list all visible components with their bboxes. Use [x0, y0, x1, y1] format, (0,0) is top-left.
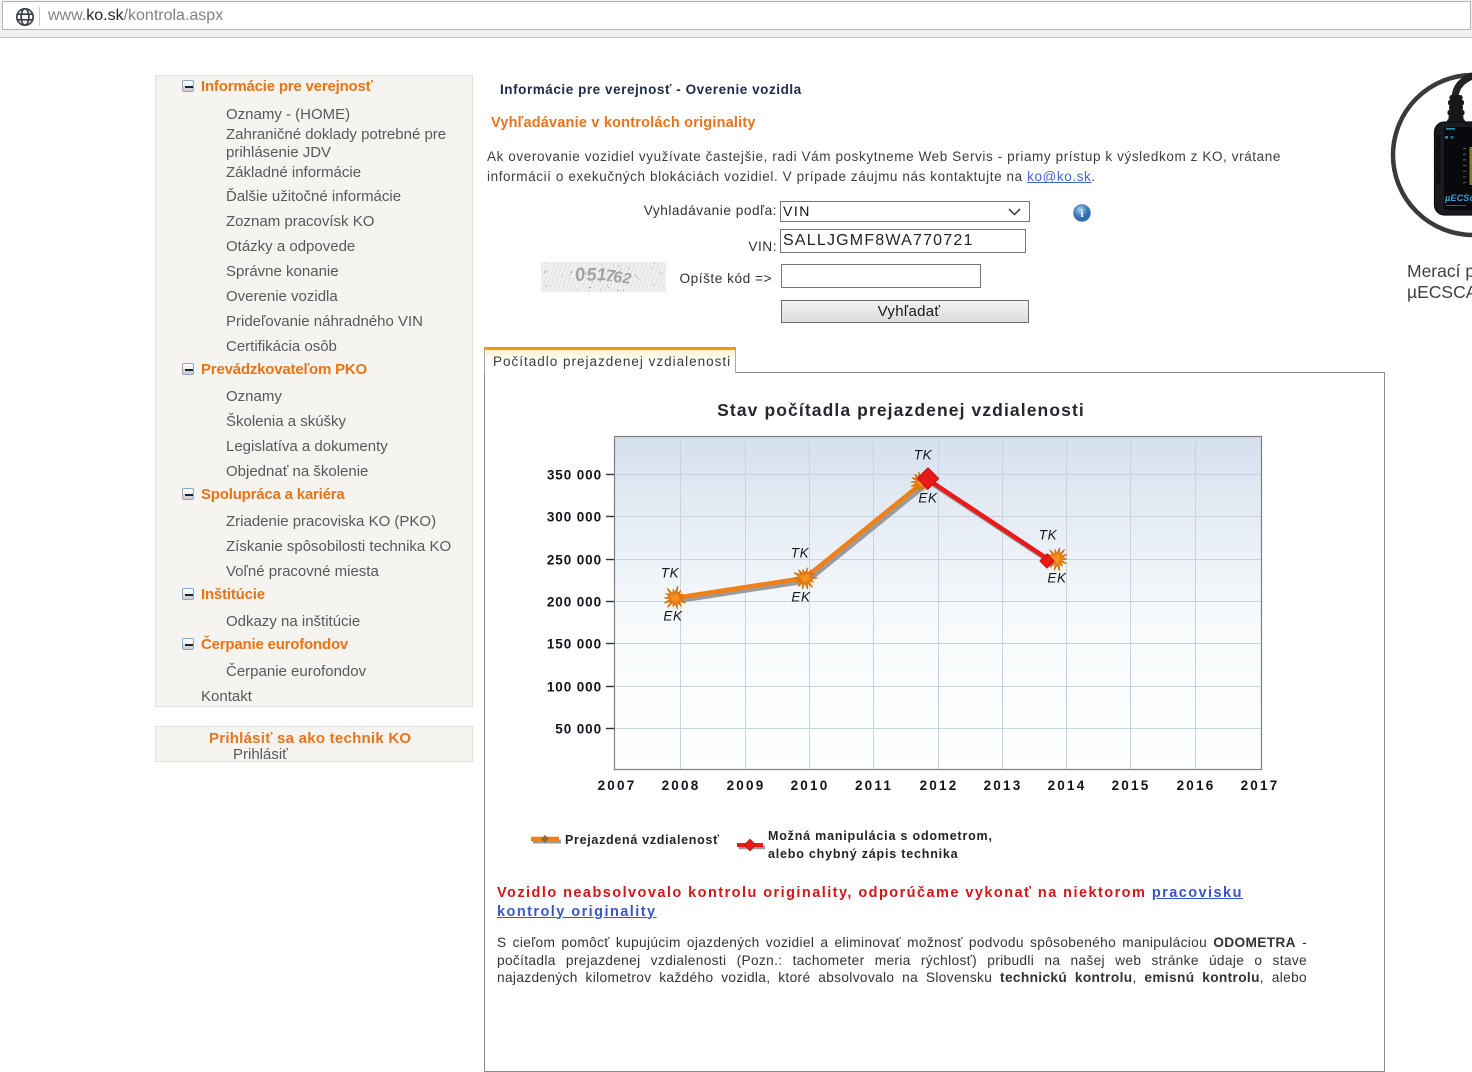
svg-text:2016: 2016	[1177, 778, 1216, 793]
svg-text:2011: 2011	[855, 778, 893, 793]
svg-text:EK: EK	[1047, 571, 1067, 586]
svg-text:350 000: 350 000	[547, 467, 602, 482]
svg-text:100 000: 100 000	[547, 679, 602, 694]
svg-text:2012: 2012	[920, 778, 959, 793]
svg-text:50 000: 50 000	[555, 721, 602, 736]
svg-text:200 000: 200 000	[547, 594, 602, 609]
svg-text:i: i	[1080, 208, 1083, 220]
svg-text:EK: EK	[663, 609, 683, 624]
svg-text:TK: TK	[914, 448, 933, 463]
svg-text:300 000: 300 000	[547, 509, 602, 524]
svg-text:150 000: 150 000	[547, 636, 602, 651]
svg-text:Možná manipulácia s odometrom,: Možná manipulácia s odometrom,	[768, 829, 993, 843]
svg-text:2007: 2007	[598, 778, 637, 793]
svg-text:2009: 2009	[727, 778, 766, 793]
svg-text:2010: 2010	[791, 778, 830, 793]
svg-text:µECSc: µECSc	[1444, 193, 1472, 203]
svg-text:2017: 2017	[1241, 778, 1280, 793]
svg-text:Prejazdená vzdialenosť: Prejazdená vzdialenosť	[565, 833, 720, 847]
svg-text:EK: EK	[918, 491, 938, 506]
svg-text:alebo chybný zápis technika: alebo chybný zápis technika	[768, 847, 959, 861]
svg-text:Stav počítadla prejazdenej vzd: Stav počítadla prejazdenej vzdialenosti	[717, 400, 1085, 420]
svg-text:TK: TK	[1039, 528, 1058, 543]
svg-text:2014: 2014	[1048, 778, 1087, 793]
svg-text:EK: EK	[791, 590, 811, 605]
svg-text:2013: 2013	[984, 778, 1023, 793]
svg-text:TK: TK	[791, 546, 810, 561]
svg-text:2015: 2015	[1112, 778, 1151, 793]
svg-text:2008: 2008	[662, 778, 701, 793]
svg-text:TK: TK	[661, 566, 680, 581]
svg-text:250 000: 250 000	[547, 552, 602, 567]
